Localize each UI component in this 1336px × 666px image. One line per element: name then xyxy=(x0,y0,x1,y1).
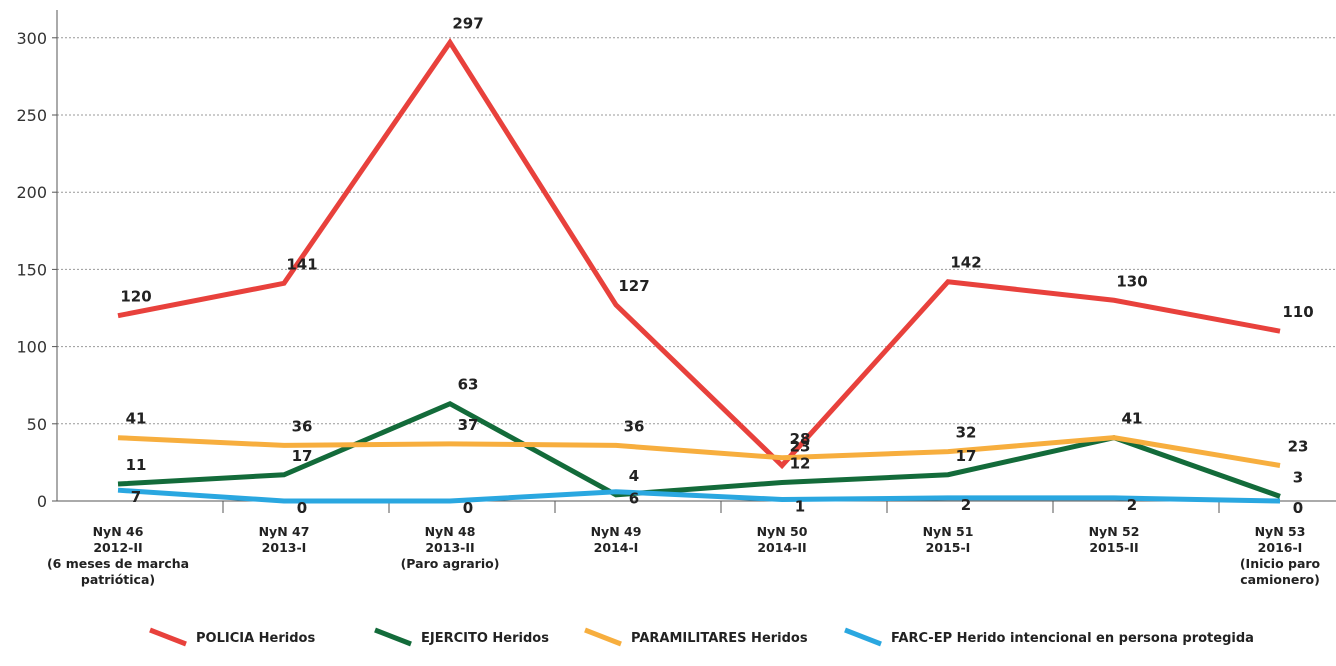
data-label: 3 xyxy=(1293,468,1303,486)
data-label: 120 xyxy=(120,288,151,306)
data-label: 110 xyxy=(1282,303,1313,321)
data-label: 32 xyxy=(956,424,977,442)
y-tick-label: 150 xyxy=(16,260,47,279)
x-tick-label: (6 meses de marcha xyxy=(47,556,189,571)
data-label: 0 xyxy=(463,499,473,517)
legend-label: EJERCITO Heridos xyxy=(421,631,549,646)
legend-label: PARAMILITARES Heridos xyxy=(631,631,808,646)
data-label: 11 xyxy=(126,456,147,474)
x-tick-label: 2014-I xyxy=(594,540,639,555)
line xyxy=(117,487,1281,504)
y-tick-label: 0 xyxy=(37,492,47,511)
y-tick-label: 100 xyxy=(16,338,47,357)
data-label: 127 xyxy=(618,277,649,295)
legend-label: FARC-EP Herido intencional en persona pr… xyxy=(891,631,1254,646)
data-label: 1 xyxy=(795,497,805,515)
data-label: 36 xyxy=(624,417,645,435)
line xyxy=(117,435,1281,468)
data-label: 41 xyxy=(1122,410,1143,428)
y-tick-label: 300 xyxy=(16,29,47,48)
x-tick-label: 2015-I xyxy=(926,540,971,555)
data-label: 297 xyxy=(452,14,483,32)
x-tick-label: NyN 52 xyxy=(1089,524,1140,539)
x-tick-label: 2014-II xyxy=(757,540,806,555)
y-tick-label: 50 xyxy=(27,415,47,434)
x-tick-label: NyN 48 xyxy=(425,524,476,539)
data-label: 0 xyxy=(297,499,307,517)
data-label: 41 xyxy=(126,410,147,428)
data-label: 130 xyxy=(1116,272,1147,290)
data-label: 142 xyxy=(950,254,981,272)
y-tick-label: 200 xyxy=(16,183,47,202)
x-tick-label: camionero) xyxy=(1240,572,1320,587)
legend-swatch xyxy=(844,627,882,647)
data-label: 0 xyxy=(1293,499,1303,517)
data-label: 23 xyxy=(790,437,811,455)
data-label: 17 xyxy=(292,447,313,465)
x-tick-label: NyN 50 xyxy=(757,524,808,539)
data-label: 2 xyxy=(961,496,971,514)
legend-swatch xyxy=(584,627,622,647)
data-label: 6 xyxy=(629,490,639,508)
data-label: 141 xyxy=(286,255,317,273)
data-label: 7 xyxy=(131,488,141,506)
x-tick-label: NyN 51 xyxy=(923,524,974,539)
x-tick-label: 2016-I xyxy=(1258,540,1303,555)
data-label: 12 xyxy=(790,454,811,472)
data-label: 28 xyxy=(790,430,811,448)
data-label: 41 xyxy=(1122,410,1143,428)
legend-label: POLICIA Heridos xyxy=(196,631,315,646)
line xyxy=(117,400,1281,499)
x-tick-label: NyN 47 xyxy=(259,524,310,539)
data-label: 37 xyxy=(458,416,479,434)
x-tick-label: patriótica) xyxy=(81,572,155,587)
x-tick-label: NyN 46 xyxy=(93,524,144,539)
x-tick-label: (Inicio paro xyxy=(1240,556,1321,571)
data-label: 4 xyxy=(629,467,639,485)
x-tick-label: NyN 49 xyxy=(591,524,642,539)
x-tick-label: NyN 53 xyxy=(1255,524,1306,539)
y-tick-label: 250 xyxy=(16,106,47,125)
line xyxy=(117,37,1281,470)
data-label: 23 xyxy=(1288,437,1309,455)
x-tick-label: (Paro agrario) xyxy=(401,556,500,571)
x-tick-label: 2013-I xyxy=(262,540,307,555)
x-tick-label: 2015-II xyxy=(1089,540,1138,555)
data-label: 63 xyxy=(458,376,479,394)
data-label: 36 xyxy=(292,417,313,435)
x-tick-label: 2013-II xyxy=(425,540,474,555)
legend-swatch xyxy=(374,627,412,647)
legend-swatch xyxy=(149,627,187,647)
x-tick-label: 2012-II xyxy=(93,540,142,555)
data-label: 17 xyxy=(956,447,977,465)
data-label: 2 xyxy=(1127,496,1137,514)
